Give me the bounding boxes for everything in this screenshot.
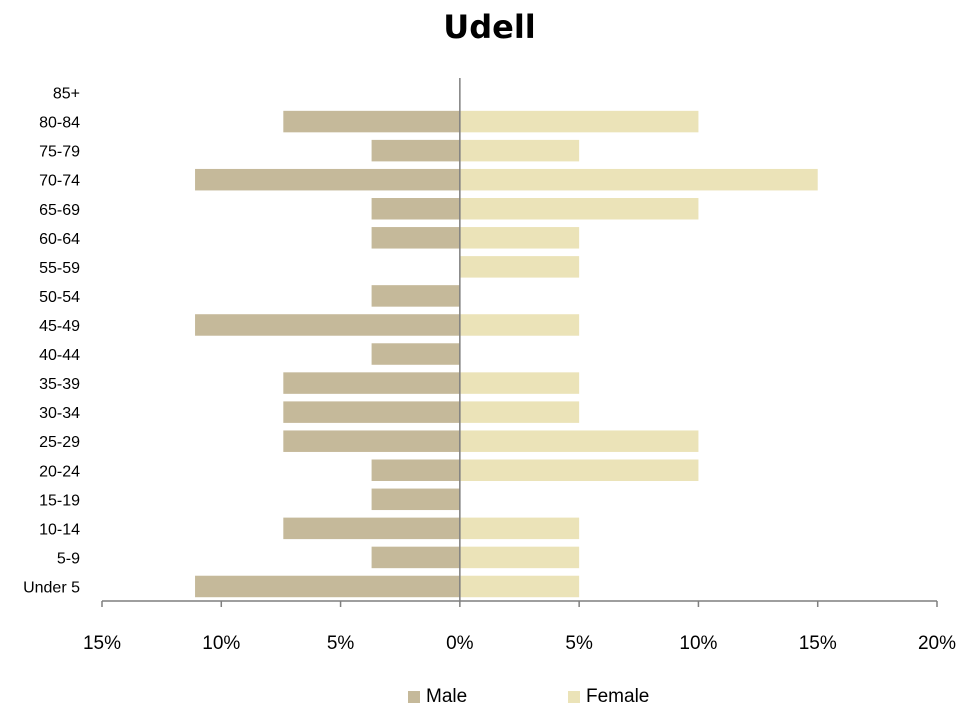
x-tick-label-5: 10% [679, 633, 717, 654]
bar-female-35-39 [459, 372, 580, 394]
bar-male-5-9 [371, 546, 460, 569]
bar-female-30-34 [459, 401, 580, 423]
category-labels-group: 85+ 80-84 75-79 70-74 65-69 60-64 55-59 50-54 45… [23, 86, 80, 597]
legend-item-male: Male [408, 686, 467, 708]
bar-female-45-49 [459, 314, 580, 336]
bar-male-75-79 [371, 139, 460, 162]
category-label-35-39: 35-39 [39, 376, 80, 393]
bar-female-80-84 [459, 110, 699, 133]
x-tick-label-2: 5% [327, 633, 355, 654]
chart-title: Udell [443, 8, 536, 46]
x-tick-label-0: 15% [83, 633, 121, 654]
bar-female-55-59 [459, 256, 580, 278]
bar-male-65-69 [371, 197, 460, 220]
axis-group: 15% 10% 5% 0% 5% 10% 15% 20% [83, 78, 956, 654]
bar-female-75-79 [459, 139, 580, 162]
bar-male-45-49 [195, 314, 460, 336]
category-label-85plus: 85+ [53, 86, 80, 103]
bar-female-10-14 [459, 517, 580, 540]
category-label-70-74: 70-74 [39, 173, 80, 190]
category-label-80-84: 80-84 [39, 115, 80, 132]
category-label-5-9: 5-9 [57, 550, 80, 567]
bar-female-70-74 [459, 168, 818, 191]
bar-male-20-24 [371, 459, 460, 482]
bar-female-20-24 [459, 459, 699, 482]
bar-female-under-5 [459, 575, 580, 598]
legend-label-female: Female [586, 686, 650, 707]
bar-male-40-44 [371, 343, 460, 365]
bar-male-25-29 [283, 430, 460, 452]
category-label-65-69: 65-69 [39, 202, 80, 219]
category-label-25-29: 25-29 [39, 434, 80, 451]
category-label-30-34: 30-34 [39, 405, 80, 422]
bar-male-70-74 [195, 168, 460, 191]
category-label-under-5: Under 5 [23, 579, 80, 596]
category-label-75-79: 75-79 [39, 144, 80, 161]
bar-female-25-29 [459, 430, 699, 452]
bar-male-35-39 [283, 372, 460, 394]
bar-male-under-5 [195, 575, 460, 598]
x-tick-label-3: 0% [446, 633, 474, 654]
bar-male-50-54 [371, 285, 460, 307]
x-tick-label-7: 20% [918, 633, 956, 654]
bar-male-15-19 [371, 488, 460, 511]
x-tick-label-4: 5% [565, 633, 593, 654]
bar-female-5-9 [459, 546, 580, 569]
bar-female-65-69 [459, 197, 699, 220]
legend-swatch-male [408, 691, 420, 703]
category-label-60-64: 60-64 [39, 231, 80, 248]
bar-male-30-34 [283, 401, 460, 423]
category-label-10-14: 10-14 [39, 521, 80, 538]
legend-item-female: Female [568, 686, 649, 708]
legend-label-male: Male [426, 686, 468, 707]
category-label-45-49: 45-49 [39, 318, 80, 335]
category-label-40-44: 40-44 [39, 347, 80, 364]
legend-swatch-female [568, 691, 580, 703]
category-label-20-24: 20-24 [39, 463, 80, 480]
bar-male-80-84 [283, 110, 460, 133]
category-label-55-59: 55-59 [39, 260, 80, 277]
x-tick-label-1: 10% [202, 633, 240, 654]
category-label-15-19: 15-19 [39, 492, 80, 509]
bar-male-10-14 [283, 517, 460, 540]
category-label-50-54: 50-54 [39, 289, 80, 306]
x-tick-label-6: 15% [799, 633, 837, 654]
bars-group [195, 110, 818, 598]
bar-male-60-64 [371, 227, 460, 249]
bar-female-60-64 [459, 227, 580, 249]
